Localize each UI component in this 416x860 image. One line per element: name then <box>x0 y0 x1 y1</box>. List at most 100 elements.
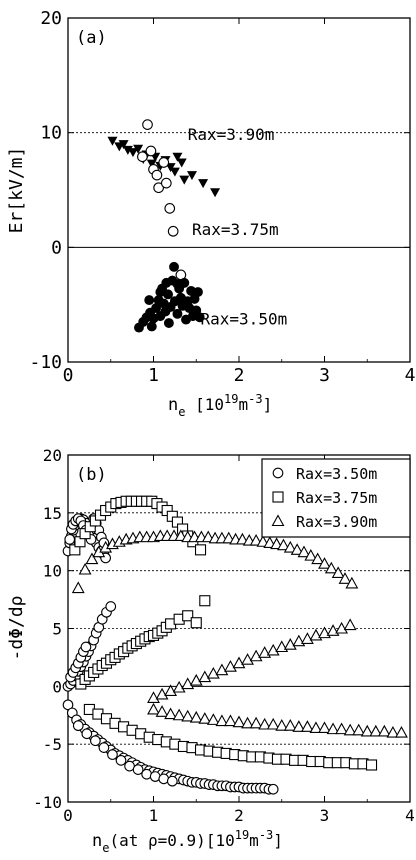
x-tick-label: 0 <box>63 365 74 386</box>
data-point <box>158 157 170 168</box>
data-point <box>326 722 340 735</box>
data-point <box>241 653 254 665</box>
y-tick-label: 10 <box>43 562 62 581</box>
y-tick-label: 5 <box>52 620 62 639</box>
data-point <box>224 660 237 672</box>
data-point <box>142 119 153 130</box>
legend-marker <box>272 467 284 479</box>
data-point <box>172 708 186 721</box>
x-tick-label: 3 <box>319 365 330 386</box>
data-point <box>163 318 174 328</box>
x-tick-label: 0 <box>63 806 73 825</box>
data-point <box>331 566 345 579</box>
data-point <box>292 720 306 732</box>
panel-label: (b) <box>76 465 107 485</box>
x-tick-label: 4 <box>405 365 416 386</box>
data-point <box>167 225 179 237</box>
data-point <box>297 545 311 558</box>
data-point <box>164 707 178 720</box>
data-point <box>335 621 349 634</box>
data-point <box>277 538 290 551</box>
data-point <box>169 261 179 272</box>
data-point <box>78 562 92 575</box>
data-point <box>318 557 331 569</box>
data-point <box>283 638 297 650</box>
data-point <box>300 632 314 644</box>
data-point <box>249 649 263 662</box>
data-point <box>118 140 129 150</box>
data-point <box>172 308 183 319</box>
series-Rax=3.90m <box>107 136 221 198</box>
series-Rax=3.50m <box>134 261 205 333</box>
y-tick-label: 20 <box>40 8 62 29</box>
data-point <box>395 725 408 738</box>
x-tick-label: 1 <box>148 365 159 386</box>
x-tick-label: 1 <box>149 806 159 825</box>
data-point <box>290 543 304 555</box>
data-point <box>198 179 209 189</box>
data-point <box>155 705 169 717</box>
data-point <box>258 646 272 658</box>
data-point <box>85 552 99 565</box>
data-point <box>72 720 84 732</box>
data-point <box>300 720 314 732</box>
annotation-label: Rax=3.90m <box>188 125 275 144</box>
data-point <box>105 601 117 612</box>
data-point <box>182 610 194 622</box>
data-point <box>80 641 92 653</box>
x-tick-label: 2 <box>234 806 244 825</box>
data-point <box>309 628 323 641</box>
data-point <box>318 626 331 639</box>
data-point <box>311 552 325 565</box>
y-tick-label: 0 <box>51 237 62 258</box>
data-point <box>71 581 85 594</box>
data-point <box>258 717 272 730</box>
data-point <box>133 144 144 154</box>
panel-label: (a) <box>76 28 107 48</box>
data-point <box>172 279 183 289</box>
data-point <box>318 721 331 734</box>
y-tick-label: 15 <box>43 504 62 523</box>
data-point <box>275 719 289 731</box>
data-point <box>115 755 127 766</box>
data-point <box>215 714 229 727</box>
legend-marker <box>271 514 285 527</box>
data-point <box>81 728 93 740</box>
data-point <box>365 759 378 771</box>
data-point <box>127 148 138 158</box>
legend-label: Rax=3.75m <box>296 489 377 507</box>
data-point <box>338 572 352 584</box>
data-point <box>147 691 160 703</box>
data-point <box>147 702 160 715</box>
data-point <box>386 725 400 738</box>
legend-label: Rax=3.50m <box>296 465 377 483</box>
data-point <box>145 145 157 157</box>
y-tick-label: 0 <box>52 677 62 696</box>
data-point <box>151 169 163 181</box>
data-point <box>266 717 280 730</box>
data-point <box>249 716 263 729</box>
y-axis-label: Er[kV/m] <box>6 147 27 234</box>
data-point <box>137 151 148 163</box>
y-tick-label: -10 <box>33 793 62 812</box>
annotation-label: Rax=3.50m <box>201 309 288 328</box>
data-point <box>172 680 186 693</box>
data-point <box>164 684 178 697</box>
y-tick-label: -10 <box>29 352 62 373</box>
y-tick-label: -5 <box>43 735 62 754</box>
data-point <box>62 699 74 711</box>
series-Rax=3.75m <box>69 495 378 771</box>
data-point <box>132 764 144 775</box>
data-point <box>155 687 169 700</box>
data-point <box>198 670 212 683</box>
data-point <box>169 167 180 177</box>
data-point <box>107 136 118 146</box>
y-tick-label: 20 <box>43 446 62 465</box>
data-point <box>193 287 203 298</box>
data-point <box>343 618 357 631</box>
x-axis-label: ne [1019m-3] <box>168 392 272 419</box>
data-point <box>267 783 279 795</box>
data-point <box>189 710 203 723</box>
series-Rax=3.90m <box>71 529 408 738</box>
